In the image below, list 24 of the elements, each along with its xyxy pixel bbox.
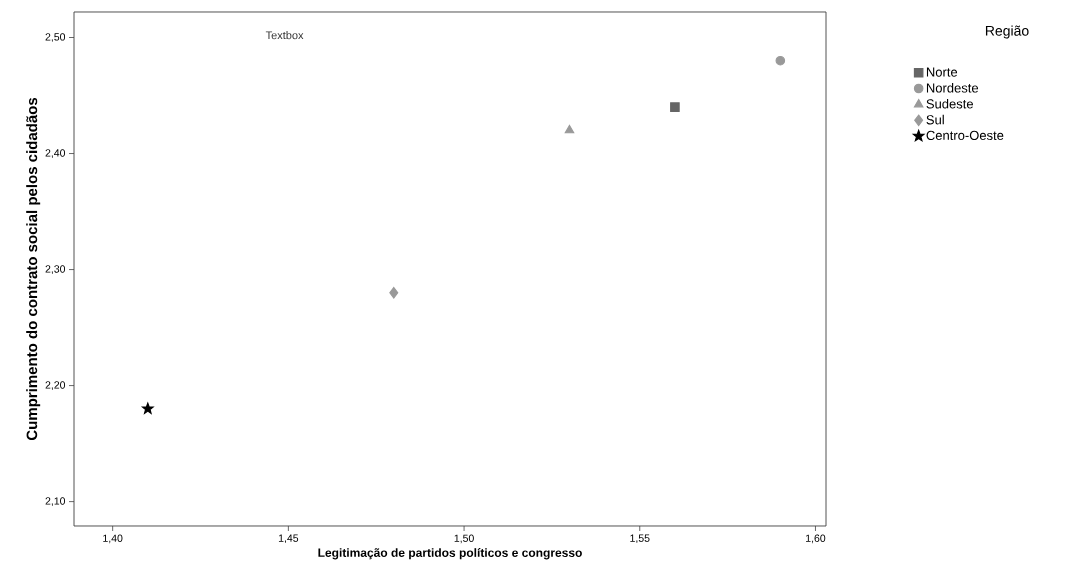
y-axis-title: Cumprimento do contrato social pelos cidadãos (26, 97, 41, 441)
point (670, 102, 680, 112)
point (141, 402, 154, 414)
x-tick-label: 1,40 (103, 534, 123, 544)
x-axis-title: Legitimação de partidos políticos e congresso (318, 548, 582, 560)
legend-label: Sul (926, 114, 944, 125)
y-tick-label: 2,10 (45, 497, 66, 506)
legend-label: Centro-Oeste (926, 130, 1004, 140)
y-tick-label: 2,40 (45, 149, 66, 158)
x-tick-label: 1,60 (806, 534, 826, 544)
legend-label: Norte (926, 67, 958, 77)
annotation: Textbox (265, 31, 304, 40)
y-tick-label: 2,50 (45, 33, 66, 42)
x-tick-label: 1,45 (278, 534, 299, 544)
x-tick-label: 1,55 (630, 534, 650, 544)
y-tick-label: 2,30 (45, 265, 66, 274)
point (775, 55, 786, 66)
point (564, 124, 575, 134)
legend-title: Região (985, 25, 1029, 39)
y-tick-label: 2,20 (45, 381, 66, 390)
legend-label: Nordeste (926, 83, 979, 93)
legend-label: Sudeste (926, 98, 974, 109)
x-tick-label: 1,50 (454, 534, 474, 544)
point (389, 286, 399, 299)
